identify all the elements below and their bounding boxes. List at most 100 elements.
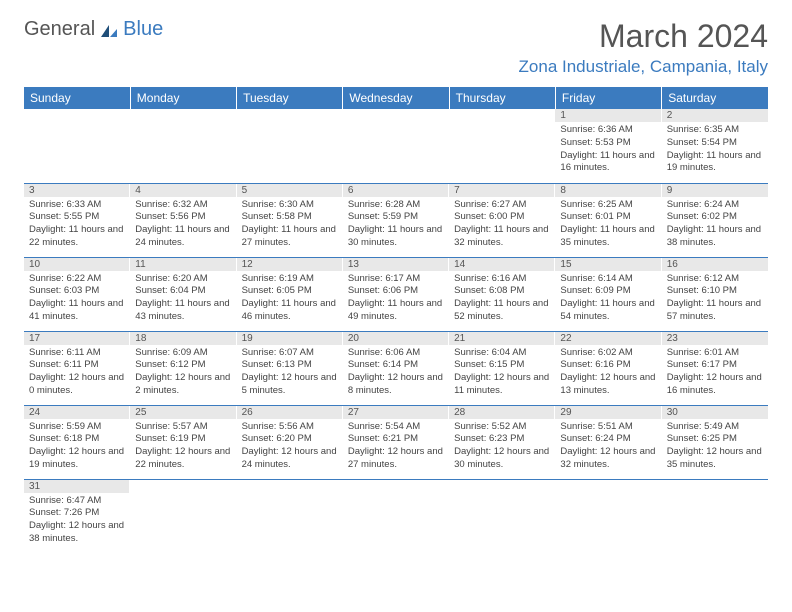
calendar-day-cell: 30Sunrise: 5:49 AMSunset: 6:25 PMDayligh… [662, 405, 768, 479]
day-body: Sunrise: 5:51 AMSunset: 6:24 PMDaylight:… [555, 419, 661, 475]
calendar-day-cell: 0 [130, 109, 236, 183]
day-number: 6 [348, 185, 354, 196]
sunrise-text: Sunrise: 6:02 AM [560, 347, 656, 360]
day-body: Sunrise: 6:24 AMSunset: 6:02 PMDaylight:… [662, 197, 768, 253]
day-body: Sunrise: 6:33 AMSunset: 5:55 PMDaylight:… [24, 197, 130, 253]
day-body: Sunrise: 6:09 AMSunset: 6:12 PMDaylight:… [130, 345, 236, 401]
day-body: Sunrise: 6:47 AMSunset: 7:26 PMDaylight:… [24, 493, 130, 549]
calendar-day-cell: 1Sunrise: 6:36 AMSunset: 5:53 PMDaylight… [555, 109, 661, 183]
day-number: 2 [667, 110, 673, 121]
sunrise-text: Sunrise: 6:09 AM [135, 347, 231, 360]
day-number-bar: 0 [449, 480, 555, 493]
daylight-text: Daylight: 12 hours and 24 minutes. [242, 446, 338, 472]
day-body [24, 122, 130, 127]
daylight-text: Daylight: 11 hours and 32 minutes. [454, 224, 550, 250]
day-number: 25 [135, 407, 146, 418]
daylight-text: Daylight: 12 hours and 27 minutes. [348, 446, 444, 472]
day-body: Sunrise: 6:17 AMSunset: 6:06 PMDaylight:… [343, 271, 449, 327]
logo: General Blue [24, 18, 163, 41]
calendar-day-cell: 27Sunrise: 5:54 AMSunset: 6:21 PMDayligh… [343, 405, 449, 479]
day-body: Sunrise: 5:52 AMSunset: 6:23 PMDaylight:… [449, 419, 555, 475]
day-number: 14 [454, 259, 465, 270]
day-body: Sunrise: 6:28 AMSunset: 5:59 PMDaylight:… [343, 197, 449, 253]
day-number: 13 [348, 259, 359, 270]
calendar-day-cell: 0 [24, 109, 130, 183]
calendar-day-cell: 22Sunrise: 6:02 AMSunset: 6:16 PMDayligh… [555, 331, 661, 405]
sunset-text: Sunset: 6:00 PM [454, 211, 550, 224]
calendar-day-cell: 29Sunrise: 5:51 AMSunset: 6:24 PMDayligh… [555, 405, 661, 479]
sunset-text: Sunset: 6:25 PM [667, 433, 763, 446]
sunrise-text: Sunrise: 6:12 AM [667, 273, 763, 286]
day-body: Sunrise: 5:57 AMSunset: 6:19 PMDaylight:… [130, 419, 236, 475]
day-number: 19 [242, 333, 253, 344]
calendar-day-cell: 10Sunrise: 6:22 AMSunset: 6:03 PMDayligh… [24, 257, 130, 331]
weekday-header-row: SundayMondayTuesdayWednesdayThursdayFrid… [24, 87, 768, 109]
calendar-day-cell: 6Sunrise: 6:28 AMSunset: 5:59 PMDaylight… [343, 183, 449, 257]
day-body: Sunrise: 5:54 AMSunset: 6:21 PMDaylight:… [343, 419, 449, 475]
daylight-text: Daylight: 12 hours and 11 minutes. [454, 372, 550, 398]
weekday-header: Wednesday [343, 87, 449, 109]
sunset-text: Sunset: 5:53 PM [560, 137, 656, 150]
calendar-day-cell: 18Sunrise: 6:09 AMSunset: 6:12 PMDayligh… [130, 331, 236, 405]
logo-text-general: General [24, 18, 95, 41]
day-body: Sunrise: 6:06 AMSunset: 6:14 PMDaylight:… [343, 345, 449, 401]
sunrise-text: Sunrise: 6:47 AM [29, 495, 125, 508]
day-body: Sunrise: 6:25 AMSunset: 6:01 PMDaylight:… [555, 197, 661, 253]
weekday-header: Monday [130, 87, 236, 109]
day-number: 22 [560, 333, 571, 344]
day-number: 1 [560, 110, 566, 121]
day-number: 12 [242, 259, 253, 270]
sunrise-text: Sunrise: 6:04 AM [454, 347, 550, 360]
sunrise-text: Sunrise: 6:27 AM [454, 199, 550, 212]
sunrise-text: Sunrise: 6:16 AM [454, 273, 550, 286]
day-body [130, 493, 236, 498]
day-number: 11 [135, 259, 145, 270]
calendar-day-cell: 0 [343, 479, 449, 553]
day-number: 28 [454, 407, 465, 418]
weekday-header: Saturday [662, 87, 768, 109]
daylight-text: Daylight: 11 hours and 27 minutes. [242, 224, 338, 250]
sunset-text: Sunset: 5:56 PM [135, 211, 231, 224]
day-body: Sunrise: 6:01 AMSunset: 6:17 PMDaylight:… [662, 345, 768, 401]
day-number-bar: 0 [449, 109, 555, 122]
calendar-day-cell: 26Sunrise: 5:56 AMSunset: 6:20 PMDayligh… [237, 405, 343, 479]
sunset-text: Sunset: 6:20 PM [242, 433, 338, 446]
day-body: Sunrise: 6:16 AMSunset: 6:08 PMDaylight:… [449, 271, 555, 327]
sunset-text: Sunset: 6:11 PM [29, 359, 125, 372]
day-body: Sunrise: 6:19 AMSunset: 6:05 PMDaylight:… [237, 271, 343, 327]
sunset-text: Sunset: 6:08 PM [454, 285, 550, 298]
day-number-bar: 15 [555, 258, 661, 271]
calendar-day-cell: 9Sunrise: 6:24 AMSunset: 6:02 PMDaylight… [662, 183, 768, 257]
sunrise-text: Sunrise: 6:01 AM [667, 347, 763, 360]
sunset-text: Sunset: 6:02 PM [667, 211, 763, 224]
calendar-day-cell: 4Sunrise: 6:32 AMSunset: 5:56 PMDaylight… [130, 183, 236, 257]
day-number: 17 [29, 333, 40, 344]
day-number-bar: 1 [555, 109, 661, 122]
sunset-text: Sunset: 6:15 PM [454, 359, 550, 372]
calendar-day-cell: 0 [449, 479, 555, 553]
sunset-text: Sunset: 6:05 PM [242, 285, 338, 298]
day-number-bar: 30 [662, 406, 768, 419]
daylight-text: Daylight: 12 hours and 16 minutes. [667, 372, 763, 398]
daylight-text: Daylight: 11 hours and 43 minutes. [135, 298, 231, 324]
daylight-text: Daylight: 11 hours and 24 minutes. [135, 224, 231, 250]
weekday-header: Friday [555, 87, 661, 109]
sunrise-text: Sunrise: 5:56 AM [242, 421, 338, 434]
day-number-bar: 20 [343, 332, 449, 345]
day-number: 16 [667, 259, 678, 270]
day-body: Sunrise: 6:12 AMSunset: 6:10 PMDaylight:… [662, 271, 768, 327]
sunrise-text: Sunrise: 6:17 AM [348, 273, 444, 286]
location: Zona Industriale, Campania, Italy [519, 57, 768, 77]
sunset-text: Sunset: 5:59 PM [348, 211, 444, 224]
day-number: 30 [667, 407, 678, 418]
day-number: 3 [29, 185, 35, 196]
sunset-text: Sunset: 6:19 PM [135, 433, 231, 446]
calendar-week-row: 24Sunrise: 5:59 AMSunset: 6:18 PMDayligh… [24, 405, 768, 479]
day-body [449, 122, 555, 127]
day-number-bar: 0 [237, 109, 343, 122]
day-number-bar: 3 [24, 184, 130, 197]
sunset-text: Sunset: 5:58 PM [242, 211, 338, 224]
calendar-day-cell: 7Sunrise: 6:27 AMSunset: 6:00 PMDaylight… [449, 183, 555, 257]
day-number-bar: 19 [237, 332, 343, 345]
day-number-bar: 12 [237, 258, 343, 271]
